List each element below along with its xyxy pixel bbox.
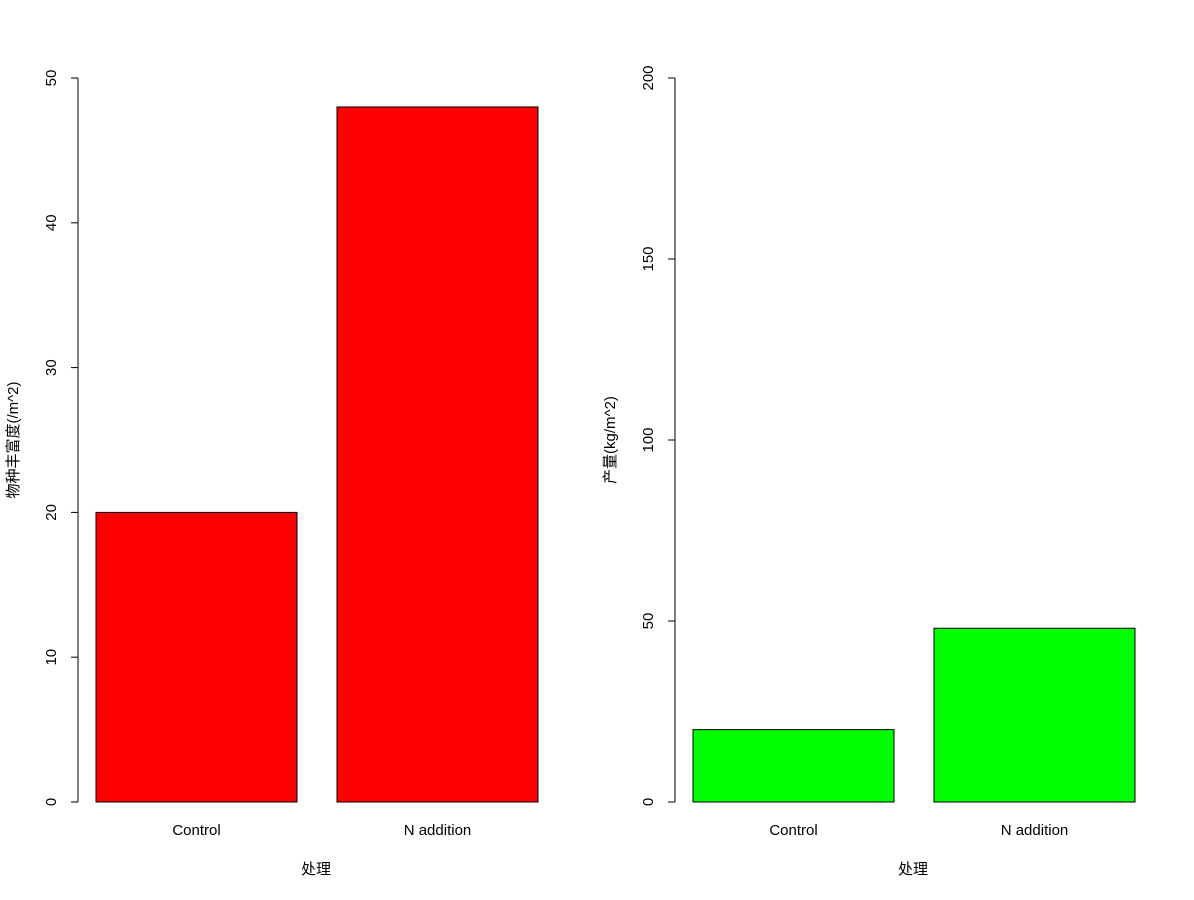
bar (692, 729, 895, 803)
y-axis-label: 产量(kg/m^2) (602, 396, 619, 484)
bar (933, 627, 1136, 803)
y-tick-label: 0 (43, 798, 60, 806)
y-tick-label: 0 (640, 798, 657, 806)
x-tick-label: Control (172, 822, 220, 839)
y-tick-label: 50 (640, 613, 657, 630)
x-axis-label: 处理 (898, 861, 928, 878)
y-tick-label: 150 (640, 246, 657, 271)
y-tick-label: 40 (43, 214, 60, 231)
x-tick-label: Control (769, 822, 817, 839)
y-tick-label: 20 (43, 504, 60, 521)
bar (336, 106, 539, 803)
bar (95, 511, 298, 803)
x-tick-label: N addition (404, 822, 472, 839)
y-tick-label: 100 (640, 427, 657, 452)
y-axis-label: 物种丰富度(/m^2) (4, 381, 22, 498)
x-tick-label: N addition (1001, 822, 1069, 839)
y-tick-label: 200 (640, 65, 657, 90)
y-tick-label: 50 (43, 70, 60, 87)
y-tick-label: 30 (43, 359, 60, 376)
x-axis-label: 处理 (301, 861, 331, 878)
y-tick-label: 10 (43, 649, 60, 666)
